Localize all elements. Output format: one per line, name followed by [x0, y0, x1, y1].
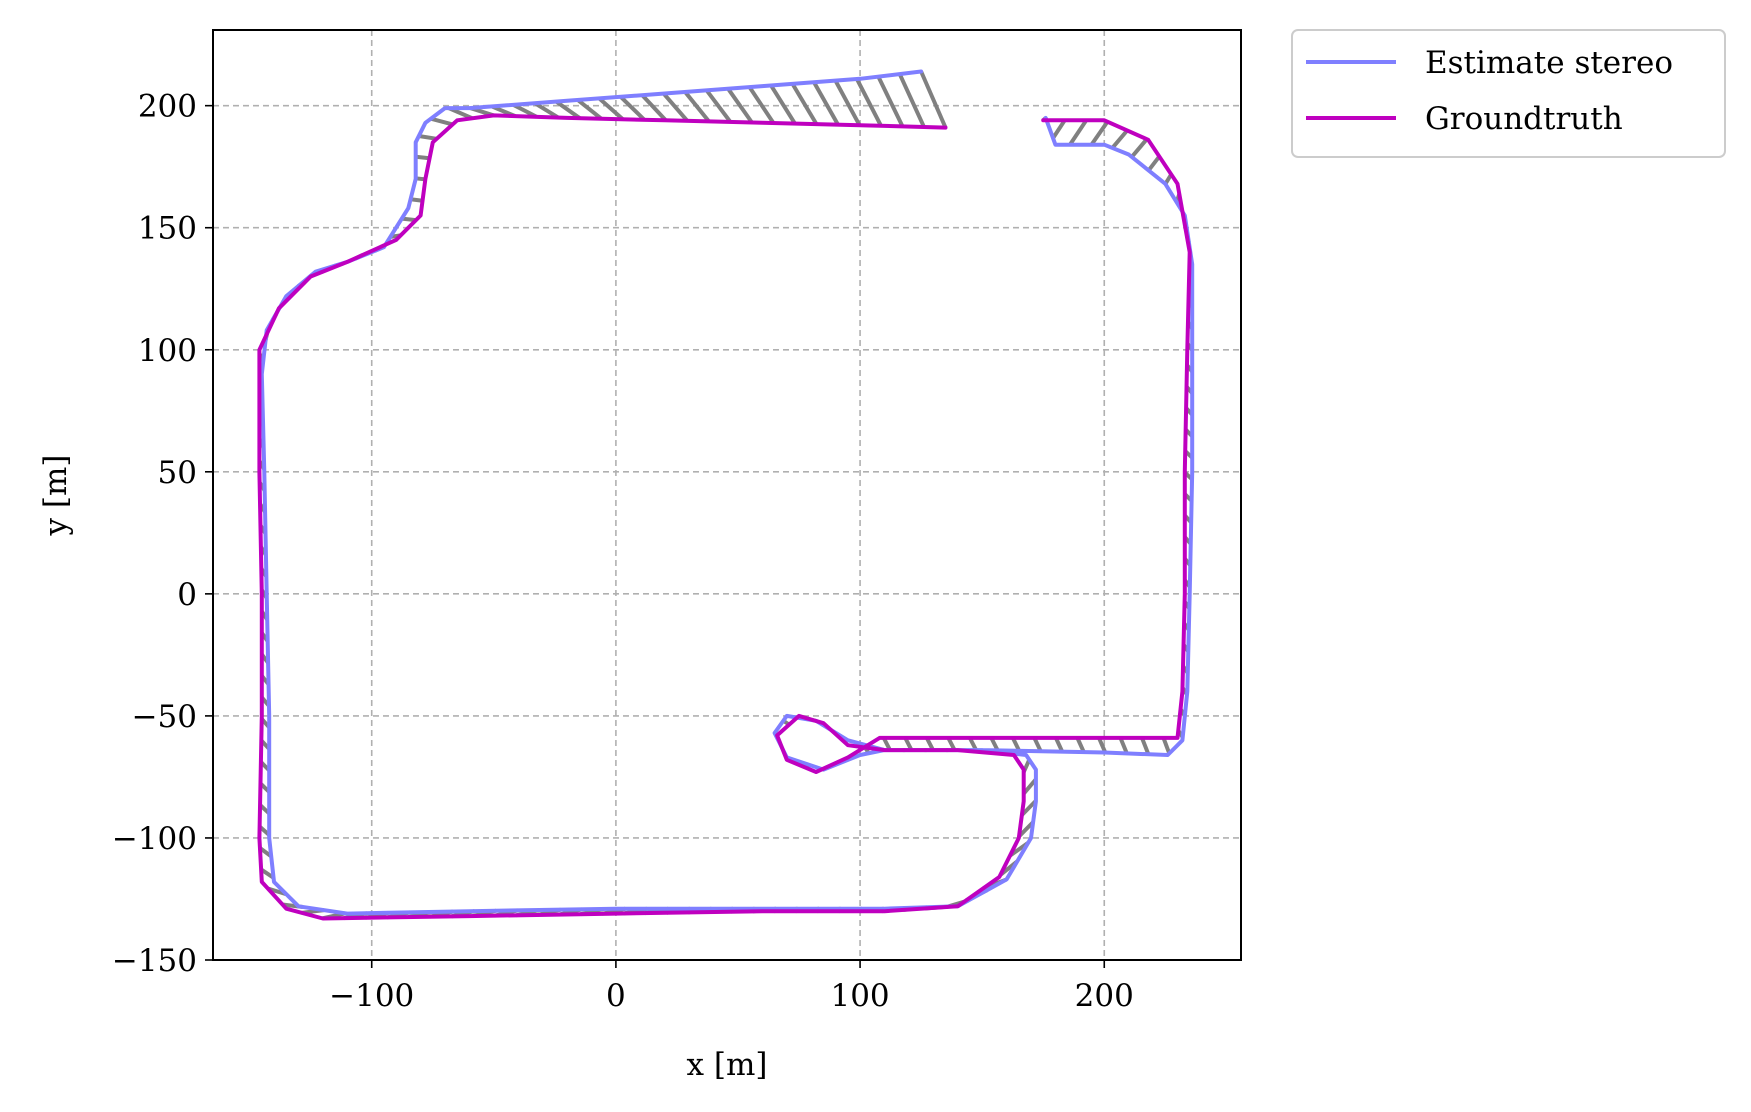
error-segment: [1011, 736, 1021, 752]
error-segment: [597, 96, 625, 121]
error-segment: [946, 736, 957, 751]
error-segment: [812, 81, 840, 126]
y-axis-label: y [m]: [38, 455, 74, 537]
error-segment: [1032, 737, 1043, 753]
error-segment: [640, 93, 668, 122]
legend-label-groundtruth: Groundtruth: [1425, 101, 1623, 137]
error-segment: [1022, 777, 1038, 795]
error-segment: [1068, 119, 1088, 146]
legend-label-estimate-stereo: Estimate stereo: [1425, 45, 1673, 81]
error-segment: [1118, 737, 1129, 755]
x-tick-label: 0: [606, 978, 626, 1014]
error-segment: [968, 736, 978, 751]
error-segment: [683, 90, 711, 123]
error-segment: [415, 154, 430, 161]
error-segment: [897, 73, 926, 128]
y-tick-label: −150: [112, 943, 197, 979]
y-tick-label: 0: [177, 577, 197, 613]
x-tick-label: 100: [830, 978, 889, 1014]
error-segment: [430, 116, 454, 127]
y-tick-label: 50: [158, 455, 197, 491]
error-segment: [1110, 129, 1129, 150]
error-segment: [1075, 737, 1086, 753]
error-segment: [726, 87, 754, 124]
y-tick-label: −100: [112, 821, 197, 857]
error-segment: [903, 736, 914, 751]
error-segment: [919, 70, 948, 129]
x-tick-label: −100: [329, 978, 414, 1014]
series-lines: [257, 69, 1195, 921]
error-segment: [855, 78, 883, 127]
error-segment: [1130, 137, 1149, 159]
error-segment: [1097, 737, 1108, 754]
error-segment: [1147, 155, 1161, 172]
error-segment: [1161, 737, 1172, 755]
error-segment: [769, 84, 797, 125]
error-segment: [619, 95, 646, 122]
error-segment: [705, 89, 733, 124]
legend: Estimate stereo Groundtruth: [1291, 29, 1726, 158]
error-segment: [533, 101, 560, 120]
error-segment: [790, 82, 819, 126]
x-axis-label: x [m]: [687, 1047, 768, 1083]
error-segment: [1051, 119, 1067, 140]
series-line-groundtruth: [257, 113, 1192, 921]
error-segment: [576, 98, 603, 121]
error-segment: [1017, 820, 1035, 838]
error-segment: [833, 79, 862, 127]
legend-frame: [1291, 29, 1726, 158]
error-segment: [876, 75, 905, 128]
x-tick-label: 200: [1075, 978, 1134, 1014]
error-segment: [881, 736, 892, 751]
y-tick-label: 200: [138, 89, 197, 125]
y-tick-label: −50: [132, 699, 197, 735]
error-segment: [410, 197, 423, 203]
error-segment: [1054, 737, 1065, 753]
error-segment: [418, 134, 437, 141]
error-segment: [924, 736, 935, 751]
error-segment: [662, 92, 689, 123]
grid: [213, 30, 1241, 961]
y-tick-label: 100: [138, 333, 197, 369]
error-segment: [747, 85, 776, 125]
error-segment: [989, 736, 1000, 752]
error-segments: [257, 70, 1194, 921]
y-tick-label: 150: [138, 211, 197, 247]
axis-ticks: −100 0 100 200 −150 −100 −50 0 50 100 150 200: [112, 89, 1134, 1014]
error-segment: [1089, 120, 1110, 146]
error-segment: [555, 99, 581, 120]
plot-frame: [212, 29, 1242, 961]
series-line-estimate-stereo: [259, 69, 1195, 916]
error-segment: [1140, 737, 1151, 755]
